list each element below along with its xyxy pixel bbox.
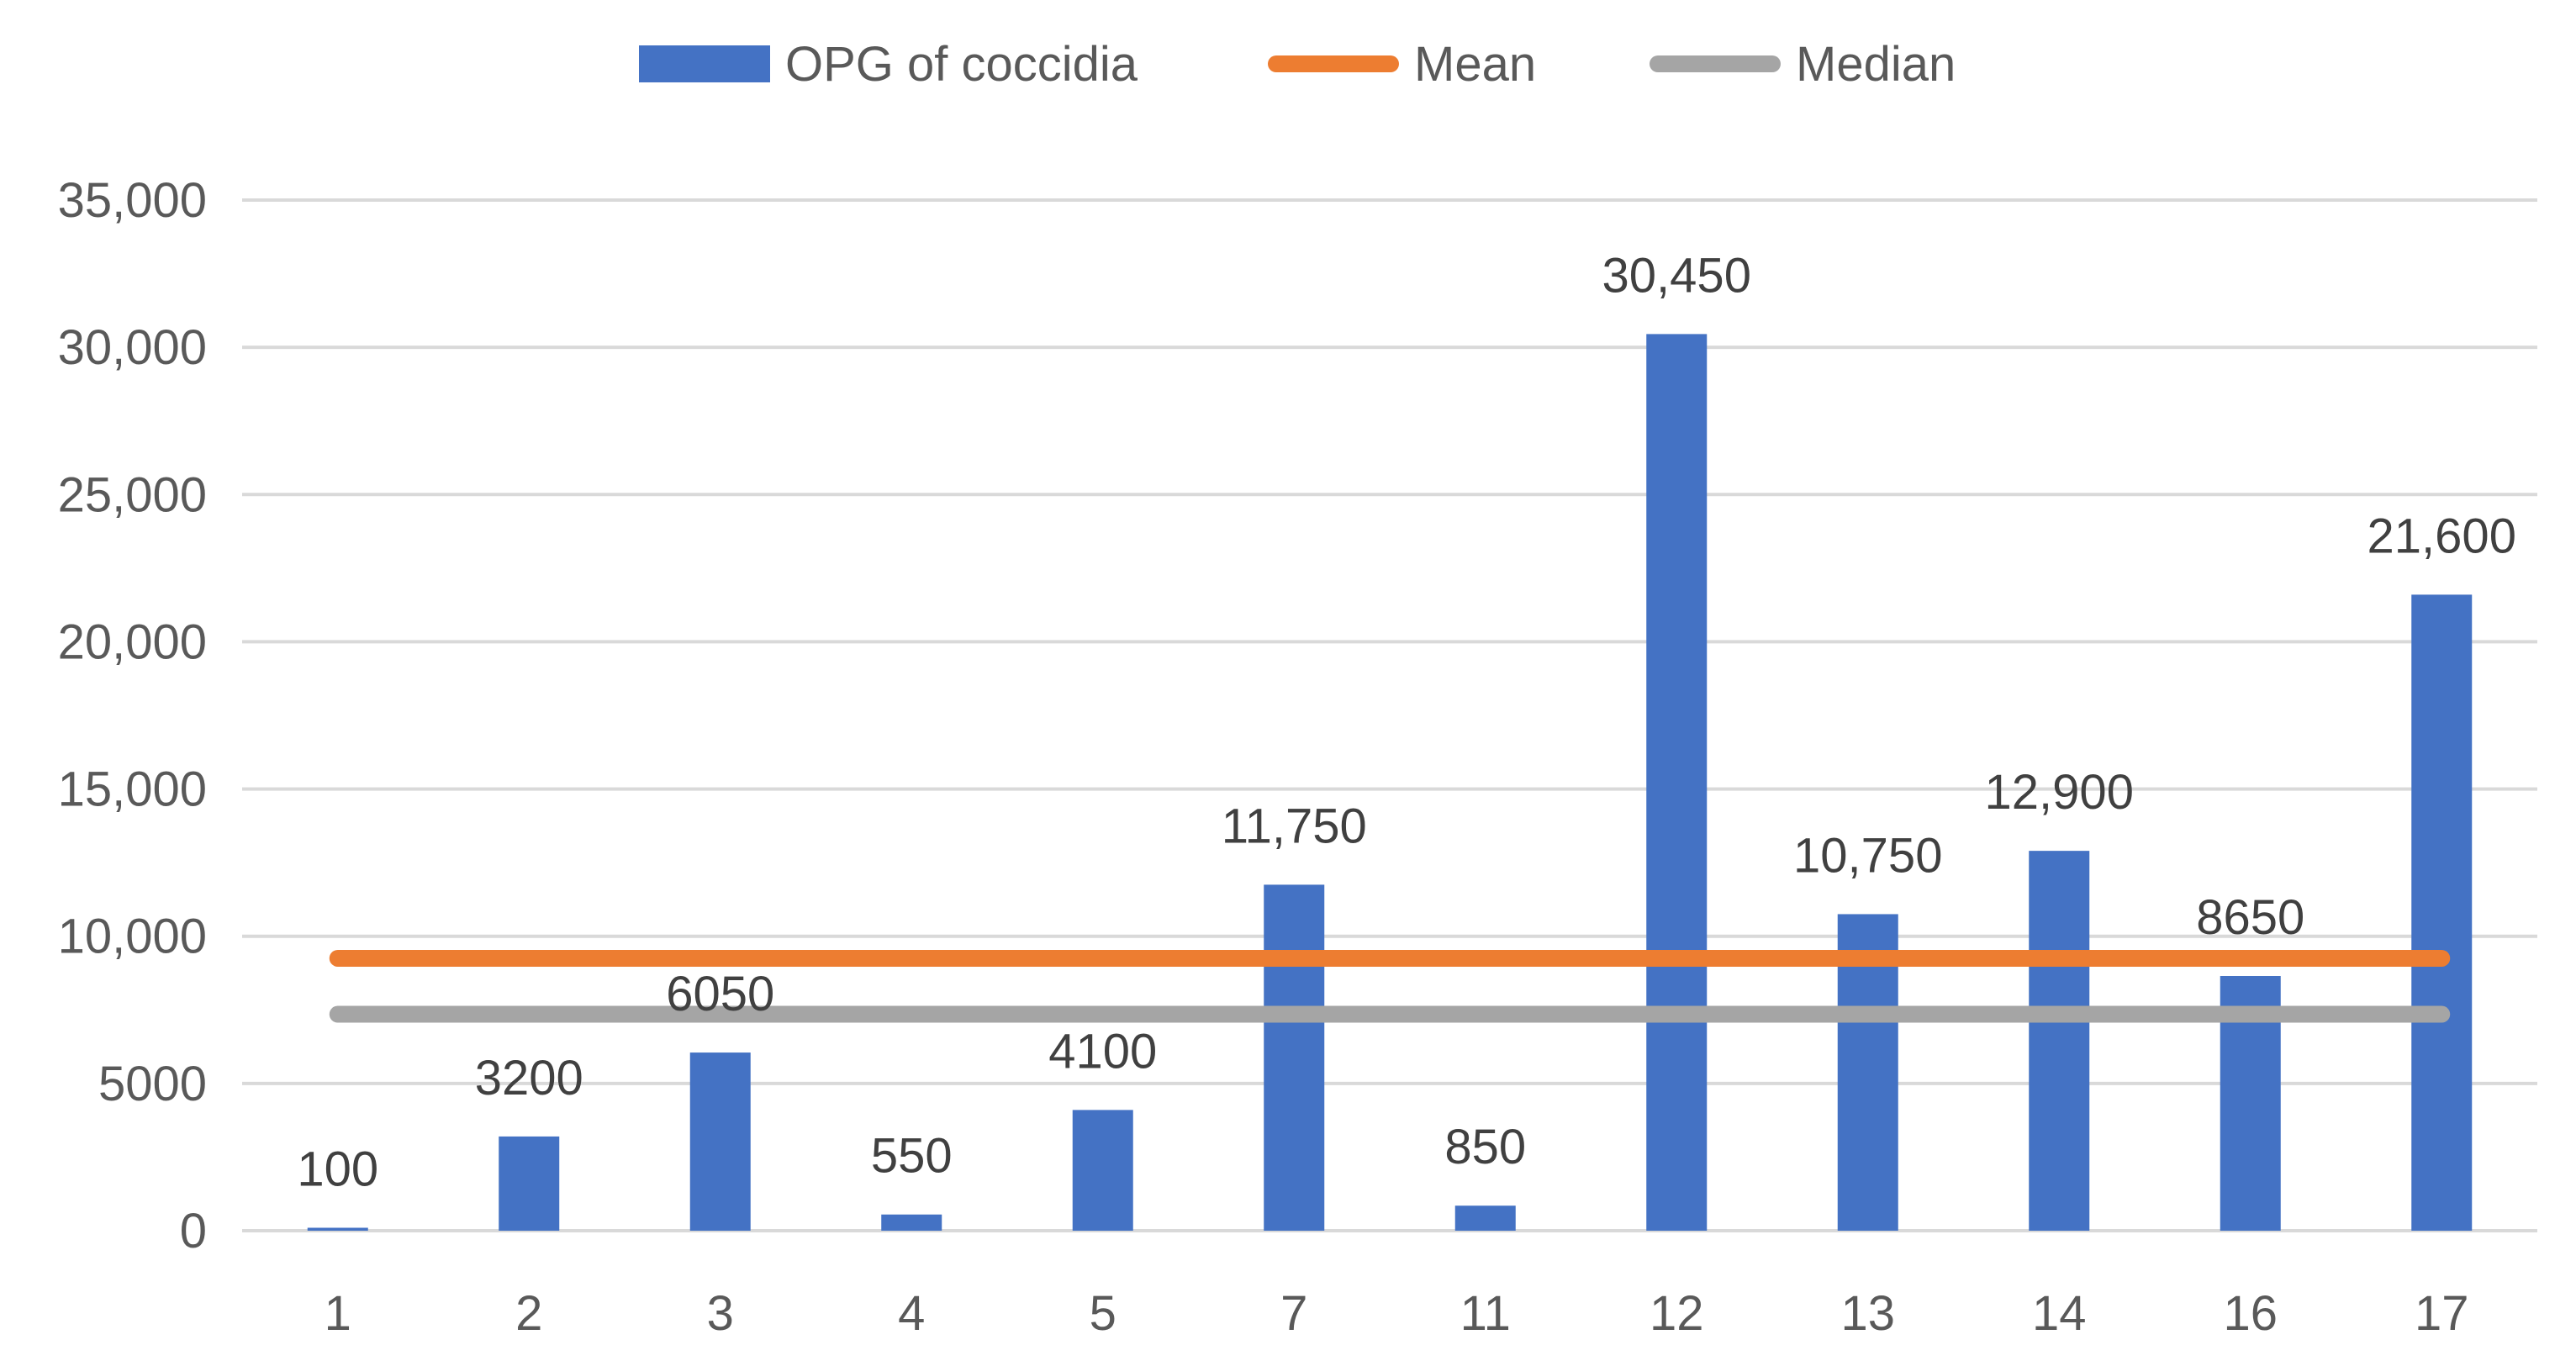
bar-series xyxy=(307,334,2473,1231)
y-tick-label: 25,000 xyxy=(58,467,207,522)
x-tick-label: 4 xyxy=(898,1286,925,1341)
data-label-7: 11,750 xyxy=(1222,799,1367,853)
y-tick-label: 0 xyxy=(180,1204,207,1258)
x-tick-label: 2 xyxy=(515,1286,542,1341)
legend: OPG of coccidia Mean Median xyxy=(639,37,1956,92)
bar-4 xyxy=(881,1214,942,1231)
y-tick-label: 5000 xyxy=(98,1057,207,1111)
x-tick-label: 7 xyxy=(1280,1286,1307,1341)
x-axis: 1 2 3 4 5 7 11 12 13 14 16 17 xyxy=(325,1286,2469,1341)
data-label-1: 100 xyxy=(297,1142,378,1196)
x-tick-label: 16 xyxy=(2223,1286,2278,1341)
x-tick-label: 3 xyxy=(707,1286,734,1341)
bar-5 xyxy=(1072,1110,1133,1231)
bar-13 xyxy=(1837,914,1898,1231)
x-tick-label: 17 xyxy=(2415,1286,2469,1341)
y-tick-label: 35,000 xyxy=(58,173,207,228)
data-label-17: 21,600 xyxy=(2367,509,2516,563)
bar-17 xyxy=(2411,594,2473,1231)
legend-swatch-opg-of-coccidia xyxy=(639,45,770,82)
bar-3 xyxy=(689,1052,751,1231)
y-tick-label: 10,000 xyxy=(58,910,207,964)
data-label-5: 4100 xyxy=(1048,1024,1157,1079)
x-tick-label: 13 xyxy=(1840,1286,1895,1341)
data-label-12: 30,450 xyxy=(1602,248,1751,303)
gridlines xyxy=(242,198,2537,1232)
legend-label-median: Median xyxy=(1796,37,1956,92)
bar-7 xyxy=(1264,884,1325,1231)
x-tick-label: 5 xyxy=(1090,1286,1116,1341)
x-tick-label: 12 xyxy=(1650,1286,1704,1341)
data-label-14: 12,900 xyxy=(1985,765,2134,820)
bar-14 xyxy=(2029,851,2090,1231)
x-tick-label: 1 xyxy=(325,1286,351,1341)
bar-1 xyxy=(307,1227,368,1231)
legend-label-opg-of-coccidia: OPG of coccidia xyxy=(785,37,1138,92)
bar-12 xyxy=(1646,334,1708,1231)
data-label-3: 6050 xyxy=(666,967,774,1021)
reference-lines xyxy=(329,949,2451,1023)
y-tick-label: 30,000 xyxy=(58,320,207,375)
bar-11 xyxy=(1454,1205,1516,1231)
data-label-11: 850 xyxy=(1444,1120,1526,1174)
data-label-2: 3200 xyxy=(475,1051,583,1105)
y-tick-label: 15,000 xyxy=(58,762,207,817)
data-label-13: 10,750 xyxy=(1793,828,1942,883)
x-tick-label: 14 xyxy=(2032,1286,2087,1341)
legend-label-mean: Mean xyxy=(1414,37,1536,92)
y-axis: 0 5000 10,000 15,000 20,000 25,000 30,000 35,00… xyxy=(58,173,207,1258)
data-label-16: 8650 xyxy=(2196,890,2304,945)
bar-2 xyxy=(499,1136,560,1231)
data-labels: 100 3200 6050 550 4100 11,750 850 30,450 10,750 1… xyxy=(297,248,2516,1196)
data-label-4: 550 xyxy=(871,1129,953,1184)
y-tick-label: 20,000 xyxy=(58,615,207,669)
x-tick-label: 11 xyxy=(1460,1286,1511,1341)
